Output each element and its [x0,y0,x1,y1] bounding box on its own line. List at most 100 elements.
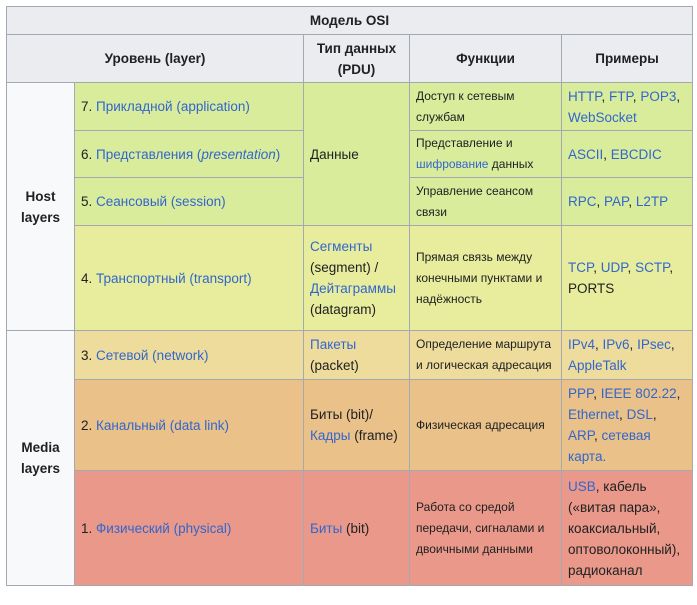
layer-row-1: 1. Физический (physical) Биты (bit) Рабо… [7,470,694,586]
separator: , [593,260,601,275]
example-link[interactable]: Ethernet [568,407,620,422]
pdu-text: (datagram) [310,302,377,317]
separator: , [627,260,636,275]
function-link-encryption[interactable]: шифрование [416,157,489,171]
example-link[interactable]: IPsec [637,337,671,352]
separator: , [594,428,602,443]
example-link[interactable]: FTP [609,88,633,104]
layer-name-cell: 6. Представления (presentation) [74,130,304,178]
example-link[interactable]: RPC [568,194,597,209]
examples-cell: USB, кабель («витая пара», коаксиальный,… [560,470,694,586]
layer-name-cell: 3. Сетевой (network) [74,330,304,380]
pdu-link-segments[interactable]: Сегменты [310,239,373,254]
separator: , [619,407,627,422]
example-link[interactable]: сетевая карта. [568,428,651,464]
header-functions: Функции [409,34,562,83]
layer-number: 3. [81,347,97,363]
header-pdu: Тип данных (PDU) [303,34,410,83]
example-link[interactable]: DSL [626,407,653,422]
example-link[interactable]: IPv6 [602,337,630,352]
pdu-link-packets[interactable]: Пакеты [310,337,357,352]
layer-link-network[interactable]: Сетевой (network) [96,347,209,363]
layer-name-cell: 7. Прикладной (application) [74,82,304,131]
pdu-cell: Пакеты (packet) [303,330,410,380]
separator: , [595,337,603,352]
layer-row-2: 2. Канальный (data link) Биты (bit)/ Кад… [7,379,694,471]
examples-cell: IPv4, IPv6, IPsec, AppleTalk [560,330,694,380]
function-cell: Представление и шифрование данных [409,130,562,178]
layer-name-cell: 1. Физический (physical) [74,470,304,586]
layer-link-application[interactable]: Прикладной (application) [96,99,250,114]
layer-number: 1. [81,520,97,536]
layer-number: 7. [81,99,97,114]
pdu-cell: Биты (bit)/ Кадры (frame) [303,379,410,471]
table-caption-row: Модель OSI [5,6,694,35]
example-link[interactable]: UDP [600,260,628,275]
example-link[interactable]: ASCII [568,146,604,162]
table-caption: Модель OSI [5,6,694,35]
function-cell: Работа со средой передачи, сигналами и д… [409,470,562,586]
examples-cell: ASCII, EBCDIC [560,130,694,178]
pdu-text: (packet) [310,358,359,373]
function-cell: Определение маршрута и логическая адреса… [409,330,562,380]
group-host-layers: Host layers [6,82,75,331]
separator: , [603,146,611,162]
example-link[interactable]: ARP [568,428,595,443]
example-link[interactable]: EBCDIC [610,146,662,162]
example-link[interactable]: PPP [568,386,594,401]
example-text: , кабель («витая пара», коаксиальный, оп… [568,478,681,578]
separator: , [652,407,657,422]
layer-link-presentation[interactable]: Представления (presentation) [96,147,280,162]
examples-cell: PPP, IEEE 802.22, Ethernet, DSL, ARP, се… [560,379,694,471]
example-link[interactable]: WebSocket [568,109,637,125]
pdu-text: (segment) / [310,260,379,275]
example-link[interactable]: IPv4 [568,337,596,352]
pdu-cell: Сегменты (segment) / Дейтаграммы (datagr… [303,225,410,331]
function-cell: Управление сеансом связи [409,177,562,226]
separator: , [676,386,681,401]
separator: , [629,337,638,352]
example-link[interactable]: PAP [604,194,629,209]
osi-model-table: Модель OSI Уровень (layer) Тип данных (P… [5,6,694,586]
example-link[interactable]: IEEE 802.22 [600,386,677,401]
function-cell: Прямая связь между конечными пунктами и … [409,225,562,331]
example-link[interactable]: TCP [568,260,594,275]
pdu-link-frames[interactable]: Кадры [310,428,351,443]
pdu-link-bits[interactable]: Биты [310,520,343,536]
layer-link-data-link[interactable]: Канальный (data link) [96,417,229,433]
separator: , [596,194,605,209]
layer-name-cell: 2. Канальный (data link) [74,379,304,471]
pdu-text: Биты (bit)/ [310,407,374,422]
layer-number: 4. [81,270,97,286]
function-cell: Физическая адресация [409,379,562,471]
separator: , [676,88,681,104]
example-link[interactable]: POP3 [640,88,677,104]
layer-link-transport[interactable]: Транспортный (transport) [96,270,252,286]
separator: , [601,88,610,104]
layer-name-part: Представления ( [96,146,202,162]
layer-link-session[interactable]: Сеансовый (session) [96,194,226,209]
separator: , [632,88,641,104]
layer-row-7: Host layers 7. Прикладной (application) … [6,82,694,331]
pdu-cell: Биты (bit) [303,470,410,586]
layer-name-part-italic: presentation [201,146,276,162]
example-link[interactable]: AppleTalk [568,358,627,373]
pdu-link-datagrams[interactable]: Дейтаграммы [310,281,396,296]
pdu-data: Данные [303,82,410,226]
layer-name-part: ) [275,146,281,162]
group-media-layers: Media layers [6,330,75,586]
examples-cell: RPC, PAP, L2TP [560,177,694,226]
layer-name-cell: 4. Транспортный (transport) [74,225,304,331]
examples-cell: TCP, UDP, SCTP, PORTS [560,225,694,331]
layer-link-physical[interactable]: Физический (physical) [96,520,232,536]
example-link[interactable]: L2TP [635,194,669,209]
example-link[interactable]: SCTP [635,260,670,275]
separator: , [628,194,636,209]
layer-row-3: Media layers 3. Сетевой (network) Пакеты… [6,330,694,586]
header-row: Уровень (layer) Тип данных (PDU) Функции… [6,34,694,83]
separator: , [670,337,675,352]
example-link[interactable]: USB [568,478,596,494]
example-link[interactable]: HTTP [568,88,602,104]
separator: , [669,260,674,275]
